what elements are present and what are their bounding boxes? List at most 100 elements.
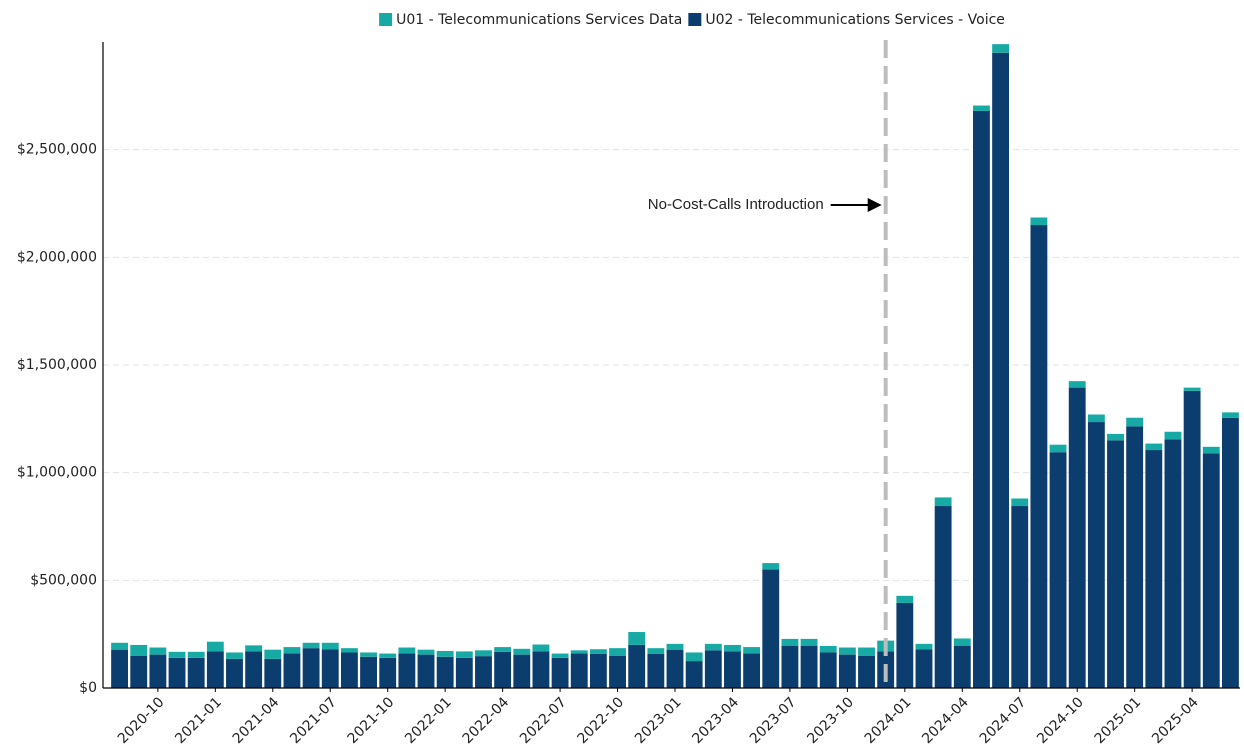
bar-segment: [953, 638, 971, 647]
bar-segment: [494, 647, 512, 652]
legend-swatch: [688, 13, 702, 26]
bar-segment: [666, 649, 684, 688]
bar-segment: [1164, 439, 1182, 688]
x-tick-label: 2025-01: [1092, 694, 1145, 747]
x-tick-label: 2021-04: [230, 694, 283, 747]
bar-segment: [1087, 422, 1105, 688]
bar-segment: [915, 643, 933, 650]
x-tick-label: 2023-04: [689, 694, 742, 747]
bar-segment: [819, 646, 837, 653]
x-tick-label: 2022-01: [402, 694, 455, 747]
bar-segment: [628, 644, 646, 688]
bar-segment: [973, 105, 990, 111]
bar-segment: [417, 649, 435, 655]
bar-segment: [973, 110, 990, 688]
bar-segment: [1049, 452, 1067, 688]
bar-segment: [206, 651, 224, 688]
bar-segment: [1126, 417, 1144, 427]
bar-segment: [762, 569, 780, 688]
x-tick-label: 2025-04: [1149, 694, 1202, 747]
y-tick-label: $0: [79, 680, 97, 696]
bar-segment: [1011, 506, 1029, 688]
legend: U01 - Telecommunications Services Data U0…: [379, 12, 1005, 28]
bar-segment: [1145, 443, 1163, 451]
bar-segment: [513, 648, 531, 655]
bar-segment: [398, 653, 416, 688]
legend-swatch: [379, 13, 393, 26]
x-tick-label: 2022-04: [460, 694, 513, 747]
bar-segment: [781, 638, 799, 647]
bar-segment: [570, 650, 588, 654]
bar-segment: [896, 602, 914, 688]
bar-segment: [953, 646, 971, 688]
bar-segment: [436, 656, 454, 688]
y-tick-label: $2,000,000: [17, 249, 97, 265]
bar-segment: [647, 653, 665, 688]
bar-segment: [245, 651, 263, 688]
bar-segment: [934, 506, 952, 688]
x-tick-label: 2021-01: [172, 694, 225, 747]
bar-segment: [992, 52, 1010, 689]
bar-segment: [704, 650, 722, 688]
bar-segment: [628, 632, 646, 645]
bar-segment: [647, 648, 665, 654]
x-tick-label: 2021-07: [287, 694, 340, 747]
bar-segment: [838, 647, 856, 655]
bar-segment: [551, 657, 569, 688]
bar-segment: [1011, 498, 1029, 507]
bar-segment: [704, 643, 722, 651]
bar-segment: [1049, 444, 1067, 453]
bar-segment: [475, 656, 492, 688]
bar-segment: [1183, 390, 1201, 688]
annotation: No-Cost-Calls Introduction: [648, 196, 824, 213]
legend-label: U01 - Telecommunications Services Data: [396, 12, 682, 28]
bar-segment: [111, 649, 129, 688]
bar-segment: [149, 654, 167, 688]
bar-segment: [149, 647, 167, 655]
x-tick-label: 2024-07: [977, 694, 1030, 747]
bar-segment: [800, 646, 818, 688]
x-tick-label: 2023-07: [747, 694, 800, 747]
x-tick-label: 2023-10: [804, 694, 857, 747]
x-tick-label: 2024-04: [919, 694, 972, 747]
x-tick-label: 2022-07: [517, 694, 570, 747]
bar-segment: [206, 641, 224, 652]
bar-segment: [187, 657, 205, 688]
bar-segment: [168, 651, 186, 658]
bar-segment: [589, 649, 607, 654]
y-tick-label: $1,500,000: [17, 357, 97, 373]
bar-segment: [475, 650, 492, 657]
y-tick-label: $2,500,000: [17, 142, 97, 158]
bar-segment: [838, 654, 856, 688]
x-tick-label: 2024-01: [862, 694, 915, 747]
bar-segment: [360, 656, 377, 688]
bar-segment: [187, 651, 205, 658]
bar-segment: [513, 654, 531, 688]
bar-segment: [724, 651, 741, 688]
bar-segment: [1202, 446, 1220, 454]
bar-segment: [1221, 412, 1239, 418]
bar-segment: [992, 44, 1010, 53]
bar-segment: [781, 646, 799, 688]
bar-segment: [417, 654, 435, 688]
bar-segment: [494, 651, 512, 688]
bar-segment: [455, 651, 473, 658]
legend-label: U02 - Telecommunications Services - Voic…: [705, 12, 1005, 28]
bar-segment: [226, 658, 243, 688]
bar-segment: [455, 657, 473, 688]
bar-segment: [896, 595, 914, 603]
bar-segment: [245, 645, 263, 652]
bar-segment: [666, 643, 684, 650]
bar-segment: [130, 644, 148, 656]
bar-segment: [360, 652, 377, 657]
bar-segment: [436, 650, 454, 657]
bar-segment: [340, 652, 358, 688]
bar-segment: [609, 648, 626, 656]
bar-segment: [1221, 417, 1239, 688]
bar-segment: [819, 652, 837, 688]
bar-segment: [226, 652, 243, 659]
bar-segment: [724, 644, 741, 652]
x-tick-label: 2023-01: [632, 694, 685, 747]
bar-segment: [762, 563, 780, 570]
